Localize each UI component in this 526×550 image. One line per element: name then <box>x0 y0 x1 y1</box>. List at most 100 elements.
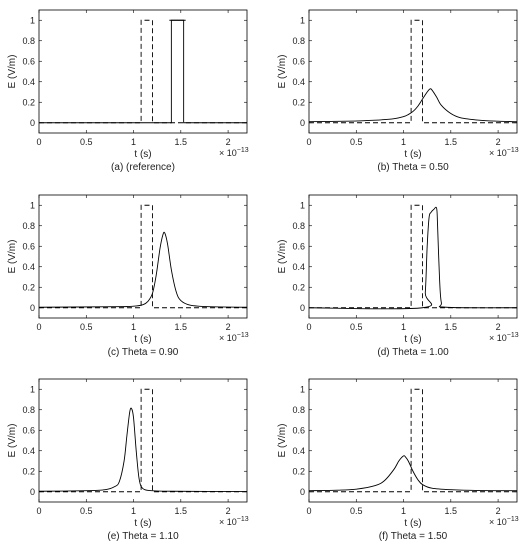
y-tick-label: 0 <box>30 487 35 497</box>
x-tick-label: 1 <box>131 506 136 516</box>
x-exponent-base: × 10 <box>489 333 507 343</box>
x-axis-label: t (s) <box>404 149 421 160</box>
plot-frame <box>38 194 248 319</box>
y-tick-label: 0.6 <box>292 241 305 251</box>
output-pulse-line <box>308 455 518 492</box>
subplot-c: 0 0.5 1 1.5 2 0 0.2 0.4 0.6 0.8 1 t (s) E (V/m) × 10−… <box>7 194 249 358</box>
y-tick-label: 0.6 <box>22 56 35 66</box>
x-tick-label: 1.5 <box>175 506 188 516</box>
y-tick-label: 0.2 <box>292 97 305 107</box>
output-pulse-line <box>308 88 518 123</box>
y-tick-label: 0.2 <box>22 282 35 292</box>
x-exponent-label: × 10−13 <box>489 332 519 343</box>
y-axis-label: E (V/m) <box>277 424 288 458</box>
output-pulse-line <box>39 19 247 124</box>
y-tick-label: 0.4 <box>292 446 305 456</box>
y-tick-label: 0.4 <box>292 262 305 272</box>
x-tick-label: 1.5 <box>445 322 458 332</box>
y-axis-label: E (V/m) <box>7 424 18 458</box>
y-tick-label: 0.2 <box>22 466 35 476</box>
plot-frame <box>38 9 248 134</box>
plot-frame <box>308 378 518 503</box>
y-tick-label: 0.8 <box>22 221 35 231</box>
subplot-caption: (f) Theta = 1.50 <box>379 531 448 542</box>
output-pulse-line <box>308 206 518 310</box>
x-tick-label: 0 <box>306 137 311 147</box>
y-tick-label: 0.8 <box>22 36 35 46</box>
x-exponent-label: × 10−13 <box>219 516 249 527</box>
y-tick-label: 0.6 <box>292 425 305 435</box>
y-tick-label: 0.4 <box>22 262 35 272</box>
x-tick-label: 0 <box>36 506 41 516</box>
y-tick-label: 0.2 <box>22 97 35 107</box>
incident-pulse-line <box>309 388 517 493</box>
y-tick-label: 0.4 <box>22 77 35 87</box>
subplot-caption: (c) Theta = 0.90 <box>108 347 179 358</box>
subplot-caption: (a) (reference) <box>111 162 175 173</box>
x-exponent-power: −13 <box>507 147 519 154</box>
incident-pulse-line <box>39 19 247 124</box>
x-exponent-power: −13 <box>237 332 249 339</box>
x-tick-label: 0 <box>36 322 41 332</box>
x-tick-label: 2 <box>226 322 231 332</box>
incident-pulse-line <box>39 204 247 309</box>
output-pulse-line <box>38 407 248 492</box>
y-tick-label: 0 <box>300 303 305 313</box>
plot-frame <box>308 9 518 134</box>
x-tick-label: 1.5 <box>445 506 458 516</box>
y-tick-label: 1 <box>300 200 305 210</box>
x-tick-label: 1 <box>131 322 136 332</box>
y-axis-label: E (V/m) <box>7 55 18 89</box>
subplot-caption: (d) Theta = 1.00 <box>377 347 449 358</box>
plot-frame <box>308 194 518 319</box>
y-tick-label: 0 <box>30 118 35 128</box>
subplot-a: 0 0.5 1 1.5 2 0 0.2 0.4 0.6 0.8 1 t (s) E (V/m) × 10−… <box>7 9 249 173</box>
x-exponent-base: × 10 <box>219 333 237 343</box>
x-tick-label: 0 <box>306 506 311 516</box>
x-exponent-base: × 10 <box>219 148 237 158</box>
y-tick-label: 0.6 <box>22 425 35 435</box>
subplot-caption: (e) Theta = 1.10 <box>107 531 179 542</box>
y-tick-label: 0.2 <box>292 282 305 292</box>
x-exponent-label: × 10−13 <box>489 516 519 527</box>
x-tick-label: 1 <box>401 506 406 516</box>
y-tick-label: 0.8 <box>292 221 305 231</box>
y-tick-label: 1 <box>300 15 305 25</box>
incident-pulse-line <box>309 204 517 309</box>
x-axis-label: t (s) <box>404 334 421 345</box>
x-tick-label: 0.5 <box>350 506 363 516</box>
x-tick-label: 0 <box>36 137 41 147</box>
x-tick-label: 1.5 <box>445 137 458 147</box>
x-axis-label: t (s) <box>134 334 151 345</box>
x-tick-label: 0.5 <box>80 137 93 147</box>
y-tick-label: 0 <box>30 303 35 313</box>
plot-frame <box>38 378 248 503</box>
x-exponent-power: −13 <box>237 516 249 523</box>
x-exponent-power: −13 <box>507 516 519 523</box>
y-tick-label: 0.8 <box>22 405 35 415</box>
x-tick-label: 0.5 <box>350 322 363 332</box>
x-exponent-label: × 10−13 <box>219 147 249 158</box>
x-tick-label: 2 <box>496 506 501 516</box>
x-tick-label: 0.5 <box>80 322 93 332</box>
x-tick-label: 1 <box>131 137 136 147</box>
x-tick-label: 1.5 <box>175 322 188 332</box>
x-tick-label: 1 <box>401 322 406 332</box>
subplot-b: 0 0.5 1 1.5 2 0 0.2 0.4 0.6 0.8 1 t (s) E (V/m) × 10−… <box>277 9 519 173</box>
y-tick-label: 0.6 <box>292 56 305 66</box>
x-tick-label: 2 <box>226 137 231 147</box>
x-exponent-label: × 10−13 <box>219 332 249 343</box>
y-tick-label: 0.2 <box>292 466 305 476</box>
x-tick-label: 0 <box>306 322 311 332</box>
subplot-e: 0 0.5 1 1.5 2 0 0.2 0.4 0.6 0.8 1 t (s) E (V/m) × 10−… <box>7 378 249 542</box>
x-tick-label: 0.5 <box>80 506 93 516</box>
x-exponent-power: −13 <box>507 332 519 339</box>
x-axis-label: t (s) <box>134 518 151 529</box>
x-tick-label: 0.5 <box>350 137 363 147</box>
x-exponent-base: × 10 <box>489 517 507 527</box>
incident-pulse-line <box>39 388 247 493</box>
y-axis-label: E (V/m) <box>277 55 288 89</box>
incident-pulse-line <box>309 19 517 124</box>
x-exponent-base: × 10 <box>489 148 507 158</box>
